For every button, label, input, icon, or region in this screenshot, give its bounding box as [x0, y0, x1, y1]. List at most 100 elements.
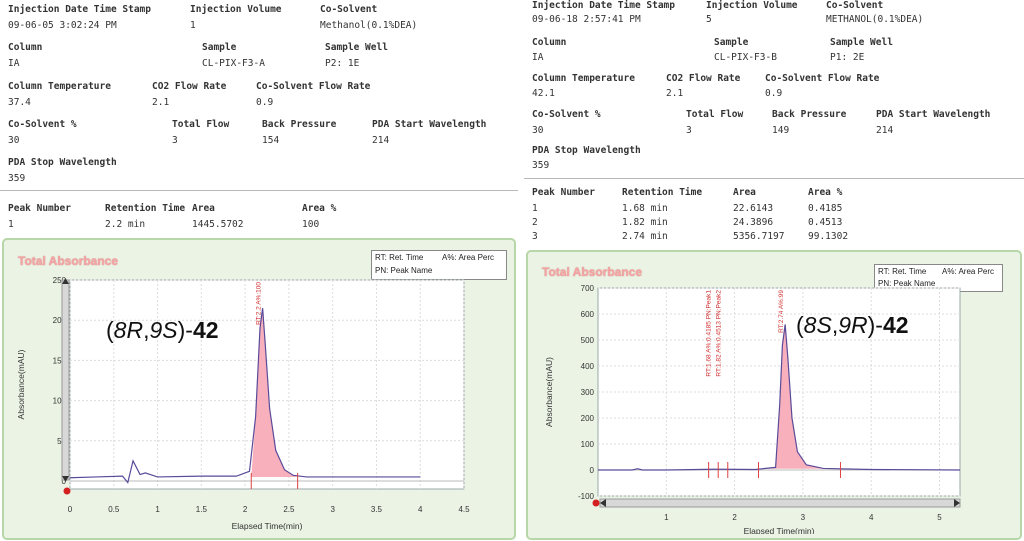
- injection-volume-value: 1: [190, 20, 196, 31]
- peak-number-cell: 1: [8, 219, 14, 230]
- zoom-reset-dot: [592, 499, 600, 507]
- area-percent-cell: 99.1302: [808, 231, 849, 242]
- pda-stop-wavelength-value: 359: [532, 160, 550, 171]
- scroll-right-arrow: [954, 499, 960, 507]
- x-tick-label: 2: [243, 505, 248, 514]
- peak-label: RT:1.82 A%:0.4513 PN:Peak2: [715, 290, 722, 377]
- column-temperature-label: Column Temperature: [532, 73, 635, 84]
- injection-date-value: 09-06-05 3:02:24 PM: [8, 20, 117, 31]
- x-tick-label: 3: [330, 505, 335, 514]
- legend-area-perc: A%: Area Perc: [442, 253, 495, 262]
- legend-ret-time: RT: Ret. Time: [375, 253, 424, 262]
- legend-ret-time: RT: Ret. Time: [878, 267, 927, 276]
- compound-label-left: (8R,9S)-42: [106, 317, 219, 344]
- x-tick-label: 3.5: [371, 505, 383, 514]
- back-pressure-label: Back Pressure: [262, 119, 337, 130]
- peak-label: RT:1.68 A%:0.4185 PN:Peak1: [706, 290, 713, 377]
- column-temperature-value: 42.1: [532, 88, 555, 99]
- legend-area-perc: A%: Area Perc: [942, 267, 995, 276]
- cosolvent-label: Co-Solvent: [826, 0, 884, 11]
- x-tick-label: 2: [732, 513, 737, 522]
- x-tick-label: 0: [68, 505, 73, 514]
- column-label: Column: [532, 37, 567, 48]
- column-temperature-value: 37.4: [8, 97, 31, 108]
- y-tick-label: 300: [581, 388, 595, 397]
- legend-peak-name: PN: Peak Name: [878, 279, 936, 288]
- divider: [524, 178, 1024, 179]
- compound-paren: (: [106, 317, 114, 343]
- area-cell: 1445.5702: [192, 219, 244, 230]
- scroll-down-arrow: [62, 476, 69, 482]
- pda-stop-wavelength-label: PDA Stop Wavelength: [532, 145, 641, 156]
- cosolvent-flow-rate-value: 0.9: [765, 88, 783, 99]
- area-header: Area: [733, 187, 756, 198]
- y-tick-label: 400: [581, 362, 595, 371]
- co2-flow-rate-value: 2.1: [666, 88, 684, 99]
- y-tick-label: -100: [578, 492, 595, 501]
- back-pressure-value: 149: [772, 125, 790, 136]
- compound-number: 42: [882, 312, 909, 338]
- y-tick-label: 700: [581, 284, 595, 293]
- peak-number-cell: 2: [532, 217, 538, 228]
- pda-start-wavelength-value: 214: [372, 135, 390, 146]
- column-value: IA: [532, 52, 544, 63]
- chart-title: Total Absorbance: [18, 254, 119, 268]
- sample-label: Sample: [714, 37, 749, 48]
- cosolvent-flow-rate-value: 0.9: [256, 97, 274, 108]
- retention-time-cell: 2.2 min: [105, 219, 146, 230]
- pda-stop-wavelength-label: PDA Stop Wavelength: [8, 157, 117, 168]
- area-cell: 22.6143: [733, 203, 774, 214]
- peak-fill: [251, 308, 298, 477]
- cosolvent-flow-rate-label: Co-Solvent Flow Rate: [256, 81, 371, 92]
- cosolvent-value: Methanol(0.1%DEA): [320, 20, 418, 31]
- chart-panel-left: Total Absorbance RT: Ret. Time A%: Area …: [2, 238, 516, 540]
- x-tick-label: 1.5: [196, 505, 208, 514]
- peak-number-header: Peak Number: [8, 203, 71, 214]
- peak-number-cell: 1: [532, 203, 538, 214]
- peak-label: RT:2.2 A%:100: [256, 282, 263, 325]
- zoom-reset-dot: [63, 487, 71, 495]
- x-tick-label: 0.5: [108, 505, 120, 514]
- x-tick-label: 1: [664, 513, 669, 522]
- right-report-panel: Injection Date Time Stamp 09-06-18 2:57:…: [524, 0, 1024, 541]
- co2-flow-rate-label: CO2 Flow Rate: [152, 81, 227, 92]
- injection-date-value: 09-06-18 2:57:41 PM: [532, 14, 641, 25]
- scroll-up-arrow: [62, 278, 69, 284]
- sample-well-label: Sample Well: [830, 37, 893, 48]
- scroll-left-arrow: [600, 499, 606, 507]
- co2-flow-rate-label: CO2 Flow Rate: [666, 73, 741, 84]
- column-value: IA: [8, 58, 20, 69]
- total-flow-label: Total Flow: [172, 119, 230, 130]
- area-percent-cell: 0.4513: [808, 217, 843, 228]
- total-flow-value: 3: [686, 125, 692, 136]
- injection-date-label: Injection Date Time Stamp: [532, 0, 675, 11]
- pda-start-wavelength-label: PDA Start Wavelength: [876, 109, 991, 120]
- area-header: Area: [192, 203, 215, 214]
- y-tick-label: 100: [53, 397, 67, 406]
- retention-time-cell: 1.68 min: [622, 203, 668, 214]
- pda-start-wavelength-value: 214: [876, 125, 894, 136]
- x-tick-label: 4: [869, 513, 874, 522]
- cosolvent-percent-label: Co-Solvent %: [532, 109, 601, 120]
- cosolvent-percent-value: 30: [532, 125, 544, 136]
- compound-number: 42: [192, 317, 219, 343]
- cosolvent-label: Co-Solvent: [320, 4, 378, 15]
- cosolvent-percent-value: 30: [8, 135, 20, 146]
- chromatogram-left: 05010015020025000.511.522.533.544.5RT:2.…: [16, 276, 470, 531]
- area-percent-header: Area %: [808, 187, 843, 198]
- retention-time-header: Retention Time: [105, 203, 186, 214]
- vertical-scrollbar: [61, 279, 70, 481]
- chart-title: Total Absorbance: [542, 265, 643, 279]
- injection-date-label: Injection Date Time Stamp: [8, 4, 151, 15]
- horizontal-scrollbar: [599, 498, 961, 508]
- pda-stop-wavelength-value: 359: [8, 173, 26, 184]
- signal-line: [69, 308, 421, 484]
- compound-label-right: (8S,9R)-42: [796, 312, 909, 339]
- compound-dash: )-: [867, 312, 883, 338]
- area-percent-cell: 100: [302, 219, 320, 230]
- sample-value: CL-PIX-F3-B: [714, 52, 777, 63]
- compound-comma: ,: [831, 312, 839, 338]
- x-tick-label: 2.5: [283, 505, 295, 514]
- y-tick-label: 600: [581, 310, 595, 319]
- peak-number-header: Peak Number: [532, 187, 595, 198]
